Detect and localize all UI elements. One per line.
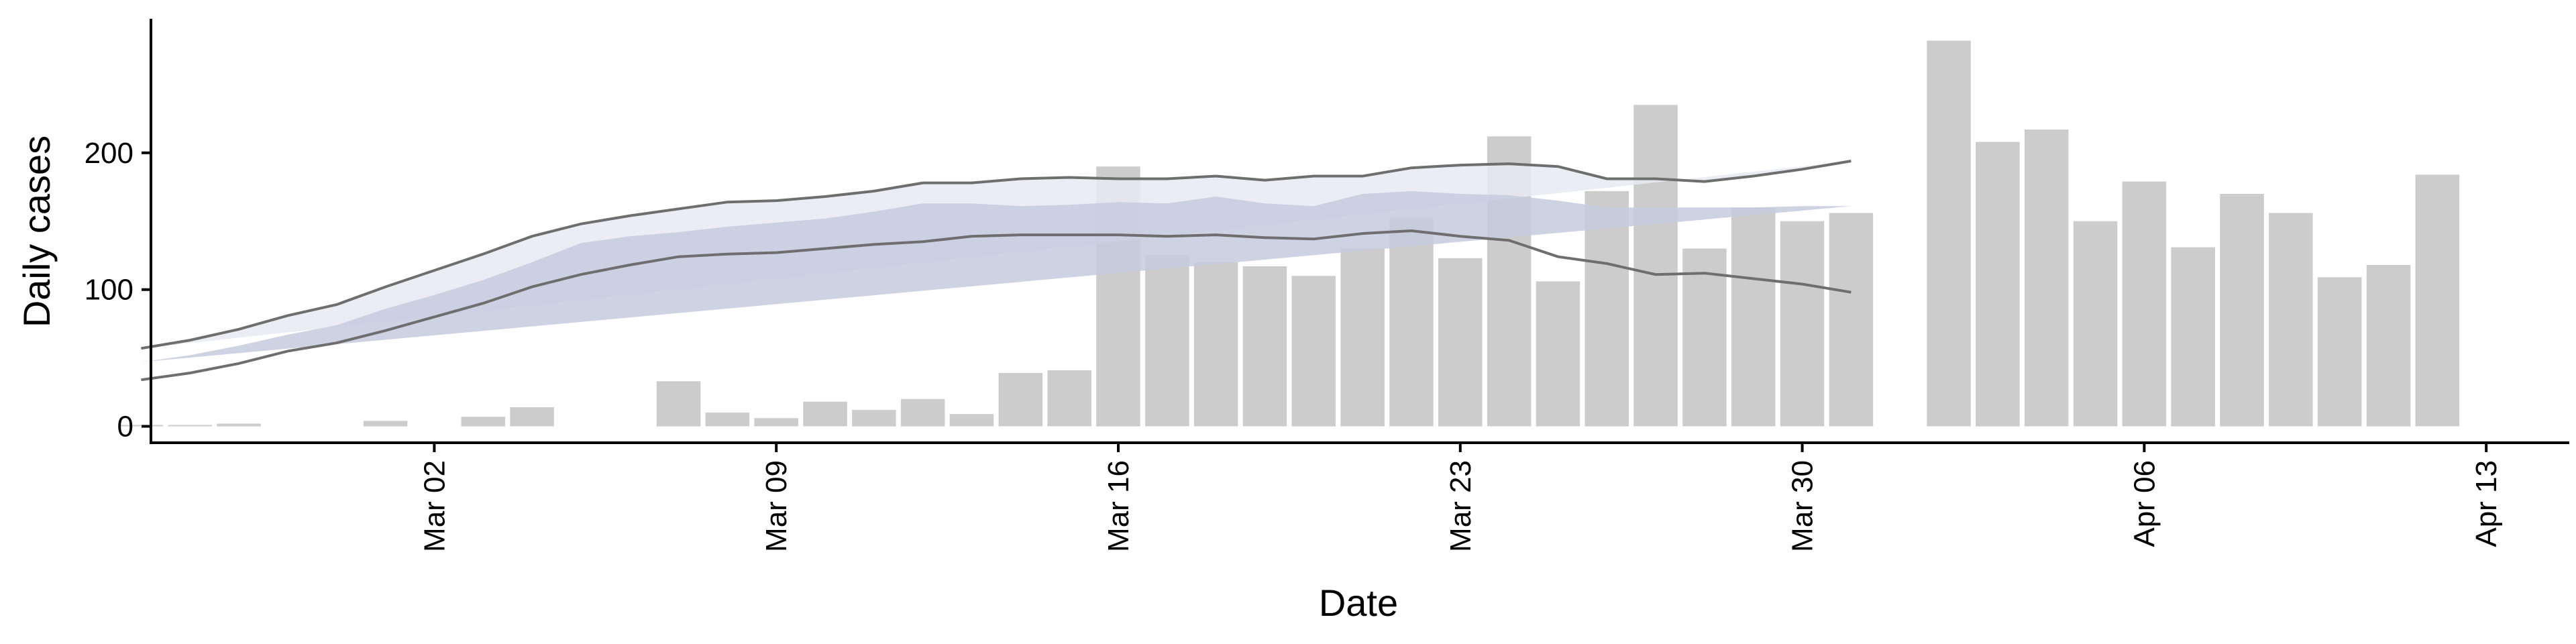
bar (1340, 248, 1385, 427)
bar (1536, 281, 1580, 427)
bar (2025, 129, 2069, 427)
bar (1731, 207, 1776, 427)
estimate-upper-bound-line (141, 160, 1851, 350)
x-tick-label: Mar 30 (1786, 460, 1819, 552)
y-axis-title: Daily cases (15, 136, 58, 327)
x-tick-label: Mar 09 (760, 460, 793, 552)
bar (1976, 142, 2020, 427)
x-tick-label: Apr 13 (2470, 460, 2503, 547)
bar (998, 373, 1043, 427)
bar (363, 421, 408, 427)
bar (949, 414, 994, 427)
bar (1193, 262, 1238, 427)
bar (2269, 213, 2313, 427)
bar (2220, 194, 2264, 427)
bar (461, 417, 505, 427)
bar (1438, 258, 1483, 427)
bar (1633, 105, 1678, 427)
bar (119, 425, 164, 427)
bar (852, 410, 896, 427)
bar (2366, 265, 2411, 427)
x-ticks: Mar 02 Mar 09 Mar 16 Mar 23 Mar 30 Apr 06 Apr … (418, 443, 2503, 552)
bar (656, 381, 701, 427)
bar (1291, 276, 1336, 427)
bar (2171, 247, 2215, 427)
bar (1145, 255, 1189, 427)
bar (168, 425, 212, 427)
bar (2317, 277, 2362, 427)
x-tick-label: Mar 16 (1102, 460, 1135, 552)
bar (2073, 221, 2118, 427)
bar (217, 423, 261, 427)
bar (510, 407, 554, 427)
estimate-lower-bound-line (141, 229, 1851, 382)
x-tick-label: Mar 02 (418, 460, 451, 552)
y-tick-label: 100 (85, 274, 133, 307)
bar (1780, 221, 1825, 427)
bar (1829, 213, 1874, 427)
bar (1047, 370, 1091, 427)
bar (1682, 248, 1727, 427)
y-tick-label: 0 (117, 411, 133, 443)
bar (803, 401, 847, 427)
y-tick-label: 200 (85, 137, 133, 170)
y-ticks: 0 100 200 (85, 137, 151, 443)
estimate-band-layer (141, 160, 1851, 382)
bar (2415, 174, 2460, 427)
bar (705, 413, 750, 427)
x-tick-label: Mar 23 (1444, 460, 1477, 552)
bar (1242, 266, 1287, 427)
x-axis-title: Date (1319, 582, 1398, 624)
axes-layer: 0 100 200 Mar 02 Mar 09 Mar 16 Mar 23 Mar 30 Ap… (15, 19, 2569, 624)
x-tick-label: Apr 06 (2128, 460, 2161, 547)
bars-layer (119, 40, 2460, 427)
estimate-inner-band (141, 191, 1851, 362)
bar (1927, 40, 1971, 427)
bar (754, 418, 798, 427)
bar (1585, 191, 1629, 427)
bar (900, 398, 945, 427)
bar (2122, 181, 2167, 427)
bar (1389, 217, 1434, 427)
